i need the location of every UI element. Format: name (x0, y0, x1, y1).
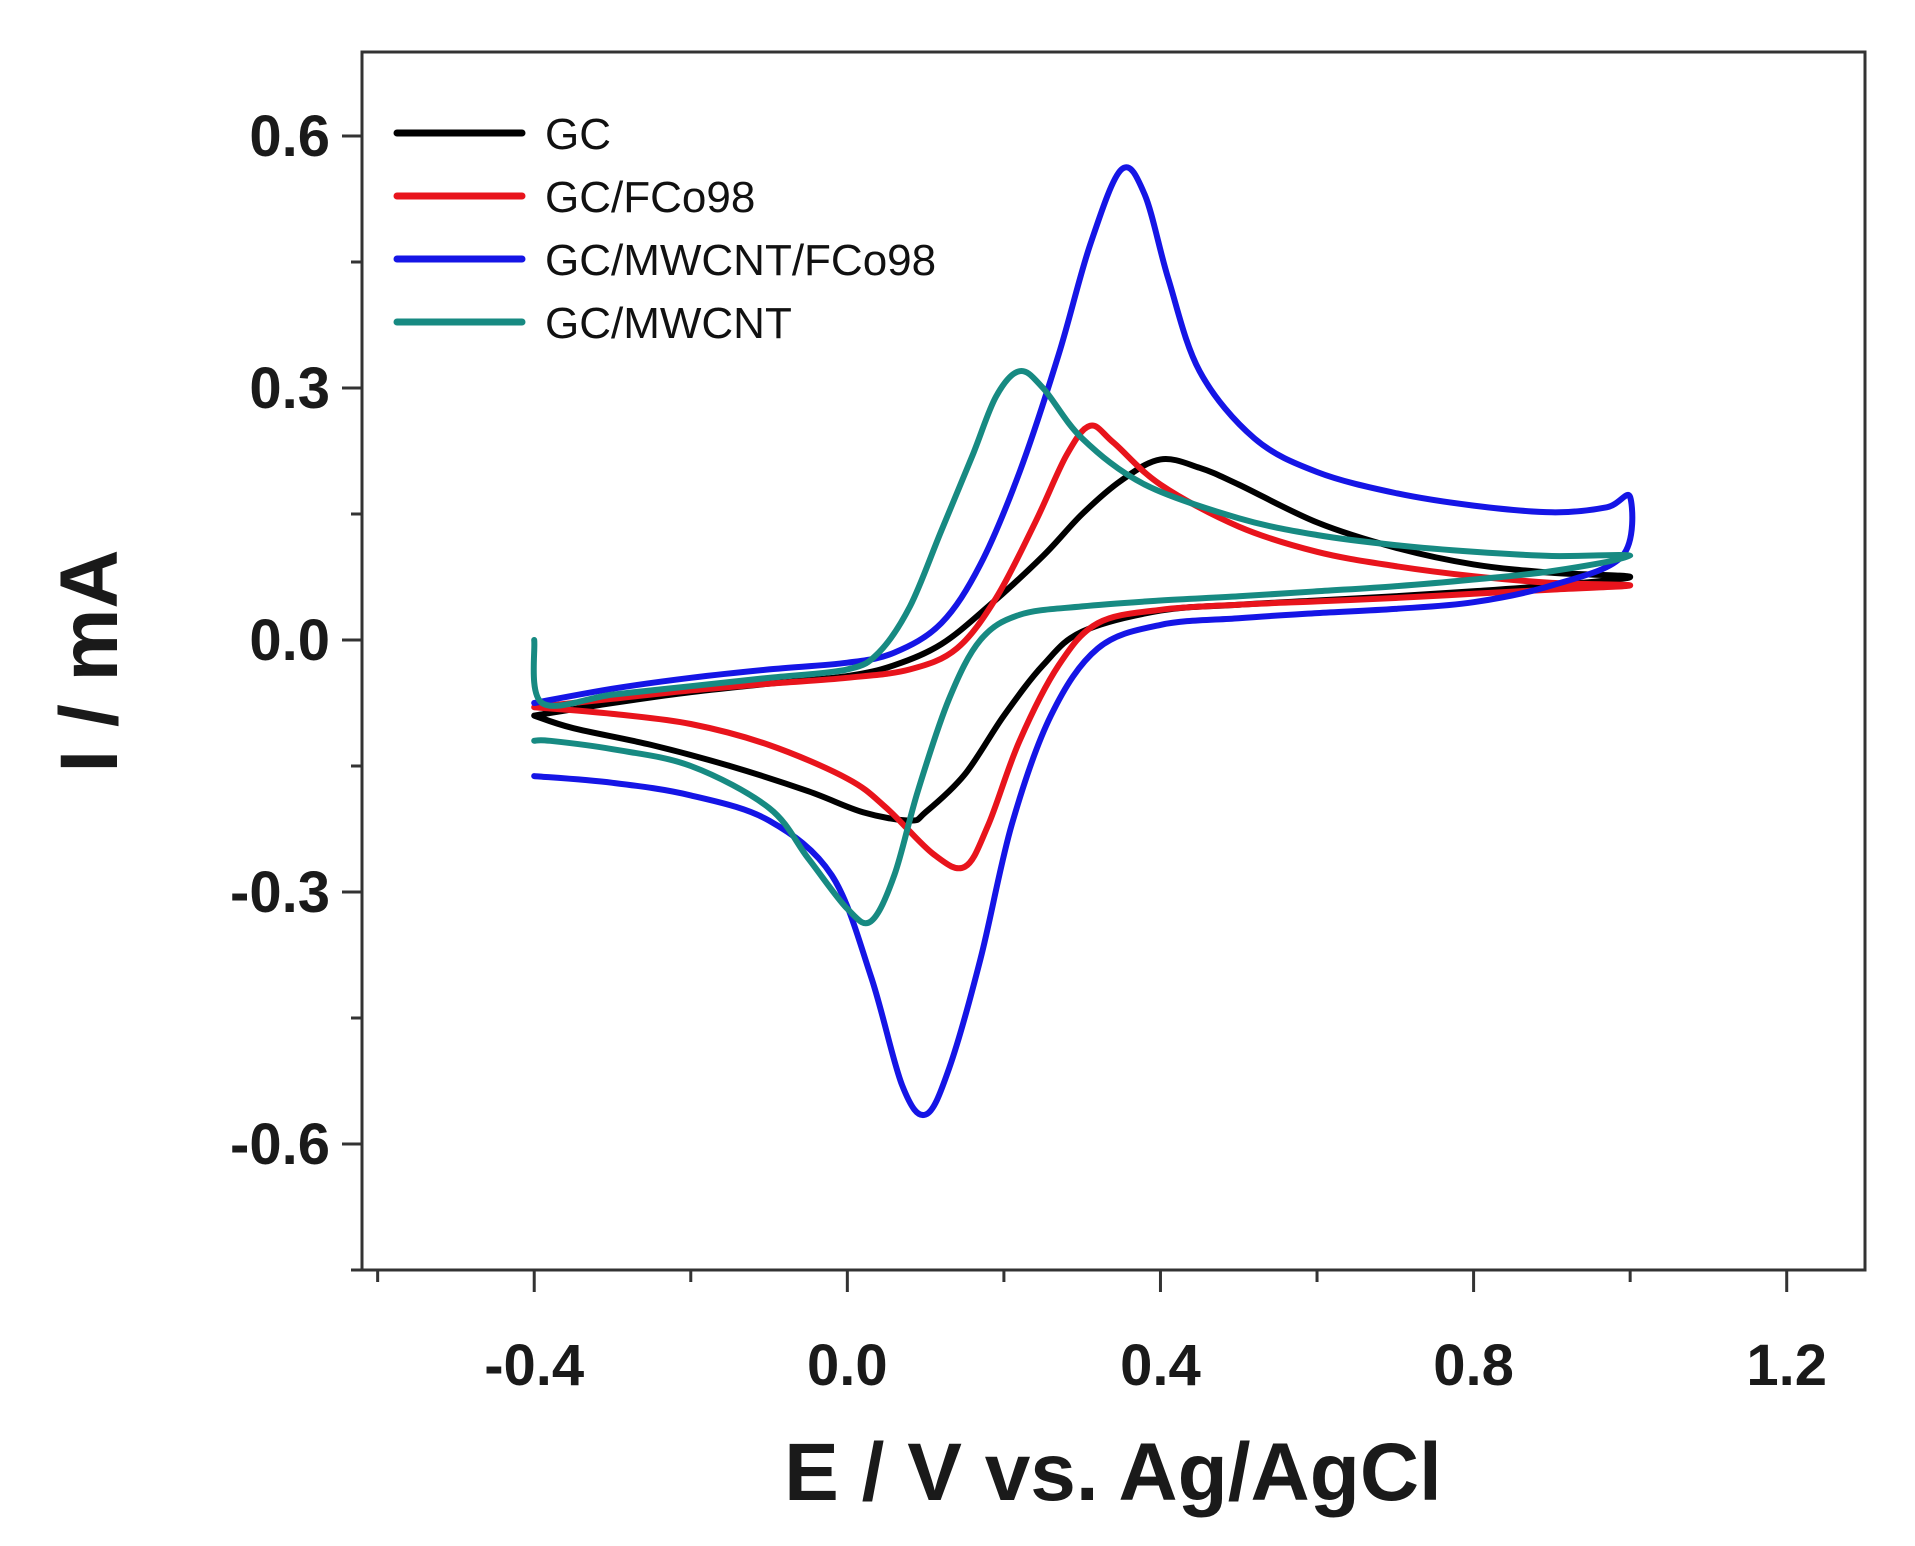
x-tick-label: -0.4 (484, 1333, 584, 1398)
y-tick-label: -0.3 (230, 860, 330, 925)
x-tick-label: 0.8 (1433, 1333, 1514, 1398)
curves-layer (530, 164, 1636, 1119)
series-line-gc-fco98 (531, 422, 1634, 872)
legend: GC GC/FCo98 GC/MWCNT/FCo98 GC/MWCNT (393, 110, 936, 348)
legend-label-gc-mwcnt: GC/MWCNT (545, 299, 792, 348)
axes-layer: -0.4 0.0 0.4 0.8 1.2 0.6 0.3 0.0 -0.3 -0.6 (230, 104, 1827, 1398)
x-tick-label: 0.0 (807, 1333, 888, 1398)
series-line-gc-mwcnt-fco98 (531, 164, 1636, 1119)
x-tick-label: 0.4 (1120, 1333, 1201, 1398)
legend-label-gc-mwcnt-fco98: GC/MWCNT/FCo98 (545, 236, 936, 285)
legend-label-gc: GC (545, 110, 611, 159)
x-axis-title: E / V vs. Ag/AgCl (784, 1427, 1442, 1518)
y-tick-label: -0.6 (230, 1112, 330, 1177)
y-tick-label: 0.6 (249, 104, 330, 169)
series-line-gc-mwcnt (530, 368, 1634, 927)
y-axis-title: I / mA (44, 549, 135, 772)
y-tick-label: 0.3 (249, 356, 330, 421)
y-tick-label: 0.0 (249, 608, 330, 673)
plot-frame (360, 50, 1867, 1272)
legend-label-gc-fco98: GC/FCo98 (545, 173, 755, 222)
x-tick-label: 1.2 (1746, 1333, 1827, 1398)
